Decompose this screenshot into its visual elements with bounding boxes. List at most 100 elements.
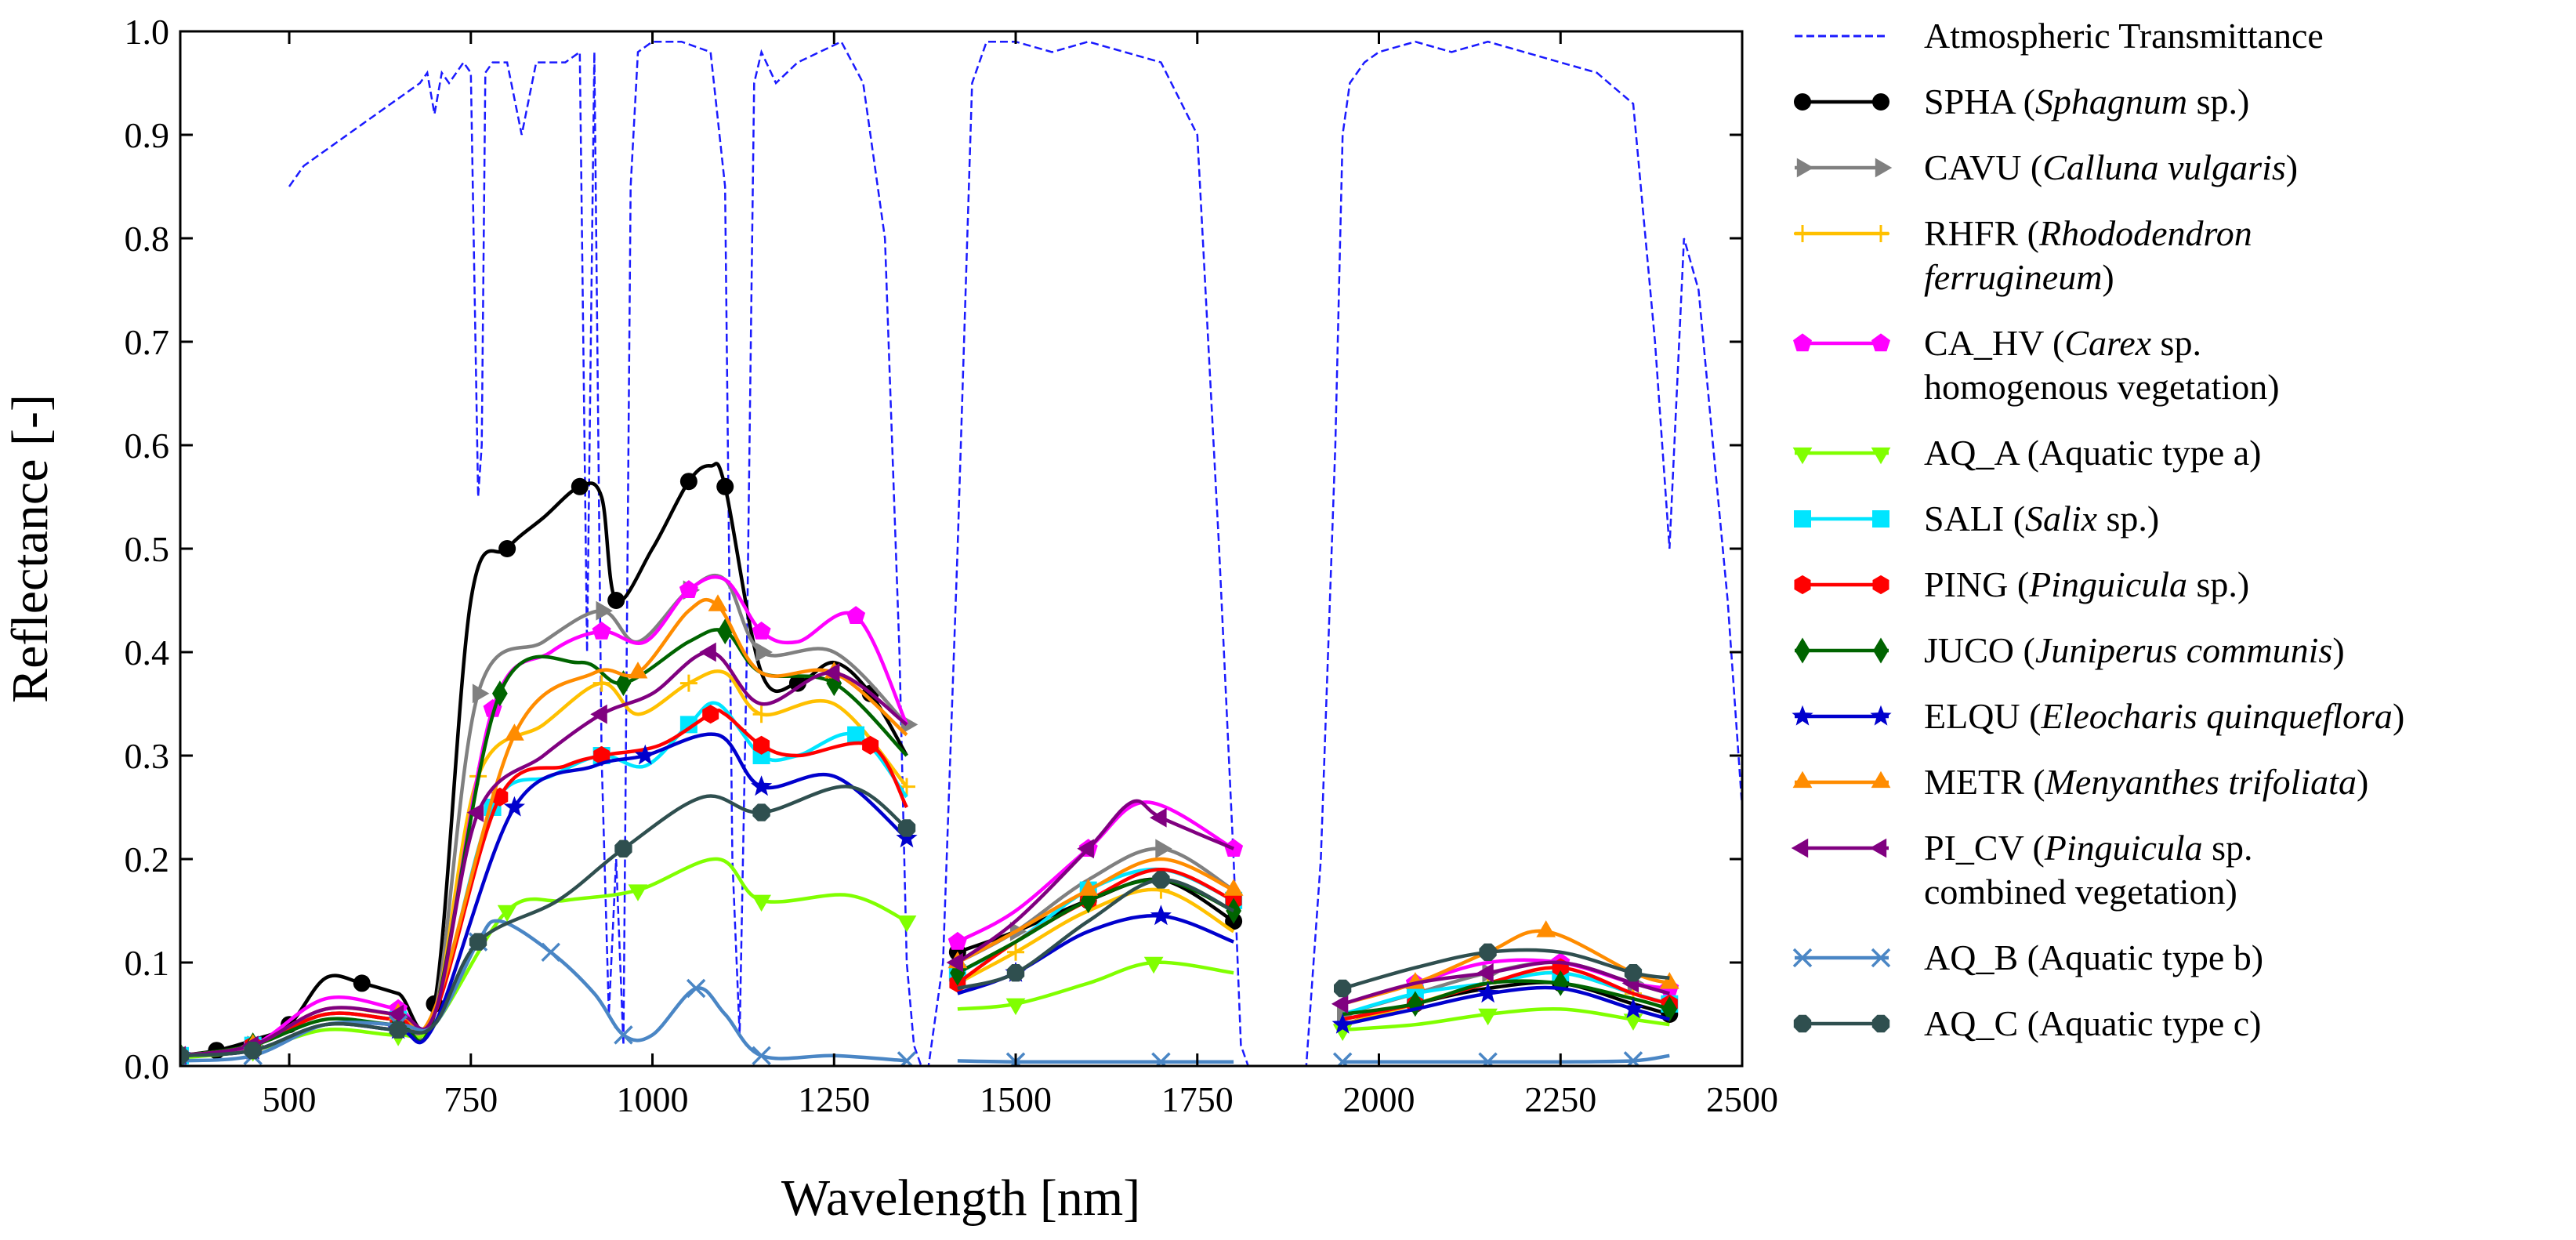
legend-label-line2-close: )	[2102, 257, 2114, 297]
y-tick-label: 0.1	[125, 943, 170, 983]
series-line	[957, 960, 1234, 1011]
legend-item-aq-c: AQ_C (Aquatic type c)	[1793, 1003, 2262, 1043]
series-cavu	[180, 573, 1670, 1063]
atmospheric-layer	[288, 40, 1742, 1066]
data-point	[679, 716, 697, 734]
data-point	[1143, 956, 1164, 974]
legend-label-text: AQ_B (Aquatic type b)	[1924, 937, 2263, 977]
series-spha	[180, 462, 1679, 1064]
legend-label-text: PING (	[1924, 564, 2029, 604]
legend-label: PI_CV (Pinguicula sp.	[1924, 828, 2253, 868]
legend-label-suffix: sp.	[2203, 828, 2253, 868]
legend-item-elqu: ELQU (Eleocharis quinqueflora)	[1792, 696, 2404, 736]
y-tick-label: 0.8	[125, 219, 170, 259]
legend-label-text: JUCO (	[1924, 630, 2035, 670]
legend-item-juco: JUCO (Juniperus communis)	[1795, 630, 2345, 670]
legend-label-text: CA_HV (	[1924, 323, 2064, 363]
data-point	[679, 674, 697, 692]
legend-marker	[1875, 158, 1893, 178]
legend-marker	[1792, 705, 1813, 726]
series-pi-cv	[180, 642, 1670, 1066]
data-point	[1477, 982, 1499, 1003]
legend-label-text: CAVU (	[1924, 147, 2042, 187]
y-tick-label: 0.4	[125, 633, 170, 673]
data-point	[1476, 963, 1494, 983]
legend-marker	[1792, 770, 1813, 789]
legend-label: ELQU (Eleocharis quinqueflora)	[1924, 696, 2404, 736]
data-point	[244, 1042, 262, 1060]
data-point	[788, 674, 806, 692]
x-tick-label: 750	[444, 1079, 498, 1119]
legend-marker	[1872, 575, 1889, 595]
data-point	[1623, 1013, 1643, 1031]
legend-marker	[1872, 225, 1889, 242]
data-point	[614, 1025, 633, 1045]
data-point	[947, 931, 967, 950]
legend-label-text: RHFR (	[1924, 213, 2039, 253]
series-line	[180, 785, 908, 1058]
legend-label: JUCO (Juniperus communis)	[1924, 630, 2345, 670]
series-line	[956, 800, 1235, 944]
data-point	[702, 705, 719, 724]
legend-label: PING (Pinguicula sp.)	[1924, 564, 2249, 604]
data-point	[592, 622, 611, 640]
legend-label: AQ_C (Aquatic type c)	[1924, 1003, 2262, 1043]
data-point	[752, 705, 770, 723]
legend-marker	[1796, 158, 1814, 178]
legend-label-suffix: )	[2286, 147, 2298, 187]
data-point	[614, 839, 632, 857]
legend-label-suffix: sp.)	[2097, 499, 2159, 538]
series-line	[180, 919, 908, 1063]
data-point	[679, 580, 698, 598]
data-point	[862, 735, 879, 755]
legend-label-suffix: sp.	[2151, 323, 2201, 363]
series-line	[1342, 1053, 1670, 1064]
legend-marker	[1871, 948, 1891, 968]
legend-label: CA_HV (Carex sp.	[1924, 323, 2201, 363]
series-line	[180, 597, 908, 1058]
data-point	[1155, 839, 1172, 859]
data-point	[571, 477, 589, 495]
legend-label-line2: homogenous vegetation)	[1924, 367, 2280, 407]
data-point	[628, 662, 648, 679]
data-point	[1622, 998, 1644, 1018]
series-ca-hv	[180, 575, 1679, 1064]
legend-label-italic: Calluna vulgaris	[2042, 147, 2286, 187]
series-line	[180, 462, 908, 1058]
data-point	[679, 473, 697, 491]
data-point	[1005, 998, 1026, 1016]
x-tick-label: 1500	[980, 1079, 1052, 1119]
data-point	[1478, 1008, 1498, 1026]
x-tick-label: 2500	[1706, 1079, 1778, 1119]
legend-marker	[1871, 1014, 1890, 1033]
data-point	[716, 477, 734, 495]
data-point	[708, 594, 728, 611]
data-point	[946, 952, 963, 973]
legend-marker	[1794, 510, 1811, 528]
axis-layer: 500 750 1000 1250 1500 1750 2000 2250 2500 0.0 0.1…	[125, 12, 1779, 1119]
legend-label: METR (Menyanthes trifoliata)	[1924, 762, 2368, 802]
legend-label-line2: ferrugineum)	[1924, 257, 2114, 297]
data-point	[897, 819, 916, 837]
x-tick-label: 1000	[617, 1079, 689, 1119]
data-point	[353, 974, 371, 992]
data-point	[1223, 879, 1244, 896]
legend-label-text: PI_CV (	[1924, 828, 2045, 868]
legend-label-text: METR (	[1924, 762, 2045, 802]
data-point	[699, 642, 716, 662]
data-point	[752, 803, 770, 821]
legend-label-text: SPHA (	[1924, 82, 2035, 121]
data-point	[503, 796, 525, 817]
data-point	[541, 942, 560, 963]
series-line	[180, 857, 908, 1060]
legend-marker	[1792, 447, 1813, 465]
series-line	[180, 669, 908, 1058]
legend-label-italic: Sphagnum	[2035, 82, 2187, 121]
data-point	[846, 606, 866, 624]
legend-label-line2-italic: ferrugineum	[1924, 257, 2102, 297]
y-axis-title: Reflectance [-]	[2, 394, 59, 703]
data-point	[386, 1004, 404, 1024]
legend-marker	[1794, 575, 1811, 595]
legend-marker	[1792, 948, 1813, 968]
